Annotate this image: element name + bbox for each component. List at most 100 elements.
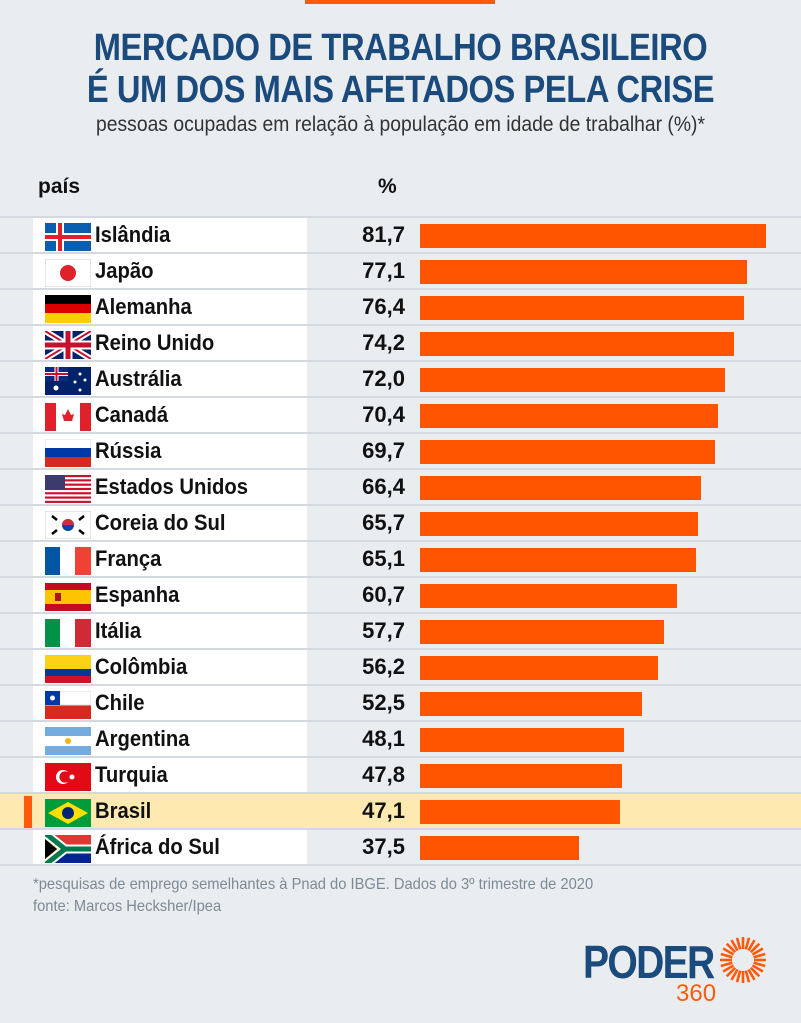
table-row: Chile 52,5 [0, 684, 801, 720]
table-row: Turquia 47,8 [0, 756, 801, 792]
bar [420, 548, 696, 572]
logo-sun-icon [720, 937, 766, 983]
table-row: Rússia 69,7 [0, 432, 801, 468]
country-label: Canadá [95, 402, 169, 427]
value-label: 65,1 [362, 546, 405, 571]
flag-icon [45, 331, 91, 359]
value-label: 65,7 [362, 510, 405, 535]
bar [420, 764, 623, 788]
country-label: Itália [95, 618, 142, 643]
country-label: Brasil [95, 798, 152, 823]
table-row: Argentina 48,1 [0, 720, 801, 756]
divider [0, 864, 801, 866]
bar [420, 512, 699, 536]
title-line-2: É UM DOS MAIS AFETADOS PELA CRISE [86, 69, 715, 111]
country-label: Coreia do Sul [95, 510, 226, 535]
header-percent: % [378, 175, 397, 198]
value-label: 52,5 [362, 690, 405, 715]
bar [420, 584, 678, 608]
value-label: 37,5 [362, 834, 405, 859]
table-row: Brasil 47,1 [0, 792, 801, 828]
flag-icon [45, 475, 91, 503]
country-label: Colômbia [95, 654, 188, 679]
subtitle: pessoas ocupadas em relação à população … [96, 113, 705, 136]
flag-icon [45, 547, 91, 575]
flag-icon [45, 223, 91, 251]
flag-icon [45, 799, 91, 827]
value-label: 56,2 [362, 654, 405, 679]
country-label: Japão [95, 258, 154, 283]
flag-icon [45, 691, 91, 719]
country-label: Alemanha [95, 294, 192, 319]
flag-icon [45, 727, 91, 755]
flag-icon [45, 403, 91, 431]
country-label: França [95, 546, 162, 571]
flag-icon [45, 295, 91, 323]
flag-icon [45, 511, 91, 539]
country-label: Espanha [95, 582, 180, 607]
country-label: Chile [95, 690, 145, 715]
value-label: 47,1 [362, 798, 405, 823]
value-label: 77,1 [362, 258, 405, 283]
source: fonte: Marcos Hecksher/Ipea [33, 898, 222, 915]
bar [420, 368, 725, 392]
flag-icon [45, 259, 91, 287]
table-row: Austrália 72,0 [0, 360, 801, 396]
bar [420, 476, 702, 500]
bar [420, 260, 747, 284]
table-row: Alemanha 76,4 [0, 288, 801, 324]
top-accent-bar [305, 0, 495, 4]
value-label: 57,7 [362, 618, 405, 643]
table-row: Reino Unido 74,2 [0, 324, 801, 360]
value-label: 72,0 [362, 366, 405, 391]
flag-icon [45, 619, 91, 647]
table-row: Islândia 81,7 [0, 216, 801, 252]
value-label: 69,7 [362, 438, 405, 463]
table-row: Estados Unidos 66,4 [0, 468, 801, 504]
bar [420, 656, 658, 680]
bar [420, 332, 735, 356]
bar [420, 224, 766, 248]
value-label: 66,4 [362, 474, 405, 499]
bar [420, 440, 716, 464]
flag-icon [45, 367, 91, 395]
bar [420, 620, 665, 644]
country-label: Austrália [95, 366, 182, 391]
country-label: Rússia [95, 438, 162, 463]
table-row: França 65,1 [0, 540, 801, 576]
bar [420, 692, 643, 716]
table-row: Coreia do Sul 65,7 [0, 504, 801, 540]
bar [420, 728, 624, 752]
table-row: Espanha 60,7 [0, 576, 801, 612]
table-row: Canadá 70,4 [0, 396, 801, 432]
country-label: Argentina [95, 726, 190, 751]
table-row: Colômbia 56,2 [0, 648, 801, 684]
flag-icon [45, 763, 91, 791]
value-label: 81,7 [362, 222, 405, 247]
footnote: *pesquisas de emprego semelhantes à Pnad… [33, 876, 594, 893]
title-line-1: MERCADO DE TRABALHO BRASILEIRO [93, 27, 708, 69]
flag-icon [45, 835, 91, 863]
highlight-marker [24, 796, 32, 828]
flag-icon [45, 655, 91, 683]
logo-text: PODER [583, 936, 715, 988]
country-label: Reino Unido [95, 330, 215, 355]
table-row: África do Sul 37,5 [0, 828, 801, 864]
value-label: 60,7 [362, 582, 405, 607]
bar [420, 800, 620, 824]
country-label: Islândia [95, 222, 171, 247]
bar [420, 836, 579, 860]
logo-number: 360 [676, 980, 717, 1007]
table-row: Itália 57,7 [0, 612, 801, 648]
flag-icon [45, 583, 91, 611]
country-label: Turquia [95, 762, 168, 787]
value-label: 48,1 [362, 726, 405, 751]
country-label: Estados Unidos [95, 474, 248, 499]
value-label: 76,4 [362, 294, 405, 319]
flag-icon [45, 439, 91, 467]
bar [420, 404, 719, 428]
value-label: 70,4 [362, 402, 405, 427]
table-row: Japão 77,1 [0, 252, 801, 288]
value-label: 74,2 [362, 330, 405, 355]
